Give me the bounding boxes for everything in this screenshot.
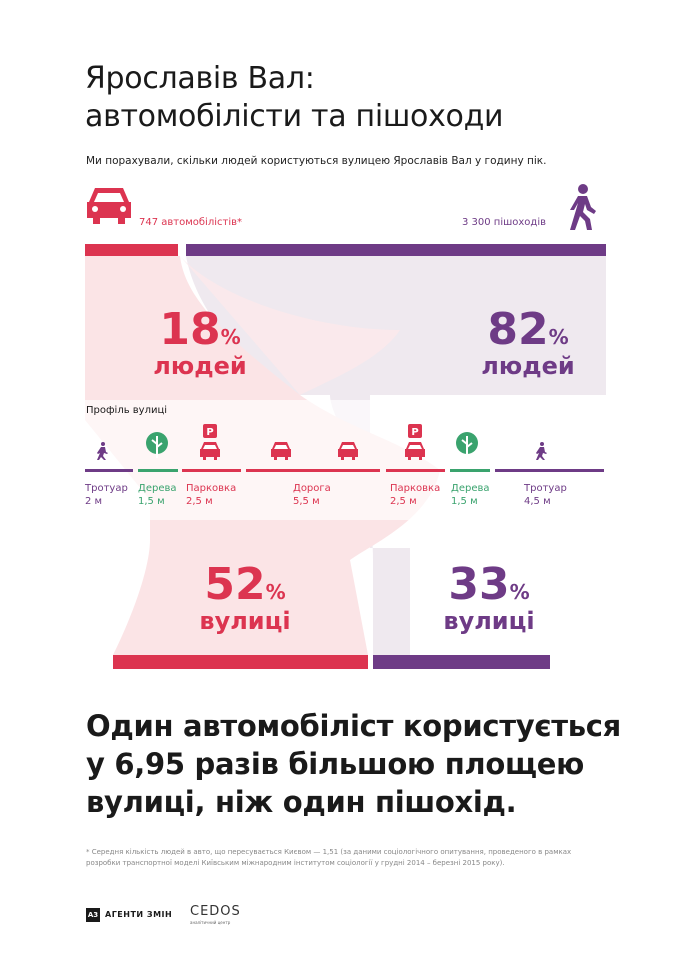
parking-sign-icon: P (203, 424, 217, 438)
walking-person-icon (570, 184, 596, 230)
profile-icons: P P (85, 424, 604, 472)
motorists-count: 747 автомобілістів* (139, 217, 243, 228)
parking-line (182, 469, 241, 472)
conclusion-line-3: вулиці, ніж один пішохід. (86, 785, 517, 819)
segment-width: 2 м (85, 496, 103, 507)
motorist-flow-swoosh (180, 256, 400, 395)
profile-segment-sidewalk-right: Тротуар 4,5 м (524, 482, 567, 508)
profile-segment-sidewalk-left: Тротуар 2 м (85, 482, 128, 508)
motorists-people-unit: % (220, 325, 241, 349)
segment-width: 2,5 м (390, 496, 417, 507)
parked-car-icon (200, 442, 220, 460)
motorists-street-word: вулиці (199, 607, 291, 635)
pedestrian-icon (97, 442, 108, 460)
segment-width: 2,5 м (186, 496, 213, 507)
profile-segment-road: Дорога 5,5 м (293, 482, 331, 508)
profile-segment-trees-right: Дерева 1,5 м (451, 482, 490, 508)
conclusion-line-1: Один автомобіліст користується (86, 709, 622, 743)
pedestrians-street-value: 33 (448, 559, 510, 610)
motorists-street-unit: % (265, 580, 286, 604)
trees-line (450, 469, 490, 472)
motorists-people-word: людей (153, 352, 247, 380)
motorists-people-value: 18 (159, 304, 221, 355)
svg-text:P: P (411, 427, 418, 438)
tree-icon (146, 432, 168, 458)
road-car-icon (338, 442, 358, 460)
profile-segment-parking-left: Парковка 2,5 м (186, 482, 236, 508)
pedestrians-people-word: людей (481, 352, 575, 380)
footnote-line-1: * Середня кількість людей в авто, що пер… (86, 848, 572, 856)
parked-car-icon (405, 442, 425, 460)
pedestrians-people-value: 82 (487, 304, 549, 355)
segment-label: Парковка (390, 483, 441, 494)
road-line (246, 469, 380, 472)
pedestrians-people-share: 82% людей (478, 308, 578, 380)
cedos-logo-sub: аналітичний центр (190, 920, 231, 925)
motorist-bottom-bar (113, 655, 368, 669)
car-icon (87, 188, 131, 224)
parking-line (386, 469, 445, 472)
pedestrians-street-share: 33% вулиці (439, 563, 539, 635)
parking-sign-icon: P (408, 424, 422, 438)
segment-label: Тротуар (524, 483, 567, 494)
pedestrian-bottom-bar (373, 655, 550, 669)
conclusion: Один автомобіліст користується у 6,95 ра… (86, 707, 621, 821)
profile-segment-trees-left: Дерева 1,5 м (138, 482, 177, 508)
segment-label: Тротуар (85, 483, 128, 494)
sidewalk-line (85, 469, 133, 472)
footnote: * Середня кількість людей в авто, що пер… (86, 847, 596, 869)
conclusion-line-2: у 6,95 разів більшою площею (86, 747, 585, 781)
profile-heading: Профіль вулиці (86, 405, 168, 416)
subtitle: Ми порахували, скільки людей користуютьс… (86, 155, 547, 167)
segment-label: Дерева (138, 483, 177, 494)
segment-width: 1,5 м (451, 496, 478, 507)
sidewalk-line (495, 469, 604, 472)
pedestrian-icon (536, 442, 547, 460)
tree-icon (456, 432, 478, 458)
segment-label: Дерева (451, 483, 490, 494)
trees-line (138, 469, 178, 472)
title-line-1: Ярославів Вал: (85, 61, 315, 96)
pedestrians-street-word: вулиці (443, 607, 535, 635)
svg-text:P: P (206, 427, 213, 438)
page-title: Ярославів Вал: автомобілісти та пішоходи (85, 60, 504, 136)
agency-logo-mark: A3 (86, 908, 100, 922)
road-car-icon (271, 442, 291, 460)
pedestrians-people-unit: % (548, 325, 569, 349)
segment-label: Дорога (293, 483, 331, 494)
agency-logo: АГЕНТИ ЗМІН (105, 910, 173, 919)
segment-width: 1,5 м (138, 496, 165, 507)
pedestrians-street-unit: % (509, 580, 530, 604)
segment-width: 4,5 м (524, 496, 551, 507)
segment-label: Парковка (186, 483, 237, 494)
pedestrian-top-bar (186, 244, 606, 256)
segment-width: 5,5 м (293, 496, 320, 507)
cedos-logo: CEDOS (190, 904, 241, 919)
profile-segment-parking-right: Парковка 2,5 м (390, 482, 440, 508)
title-line-2: автомобілісти та пішоходи (85, 99, 504, 134)
motorists-people-share: 18% людей (150, 308, 250, 380)
pedestrians-count: 3 300 пішоходів (462, 217, 547, 228)
motorists-street-value: 52 (204, 559, 266, 610)
profile-band (60, 400, 620, 520)
footnote-line-2: розробки транспортної моделі Київським м… (86, 859, 505, 867)
motorist-top-bar (85, 244, 178, 256)
motorists-street-share: 52% вулиці (195, 563, 295, 635)
